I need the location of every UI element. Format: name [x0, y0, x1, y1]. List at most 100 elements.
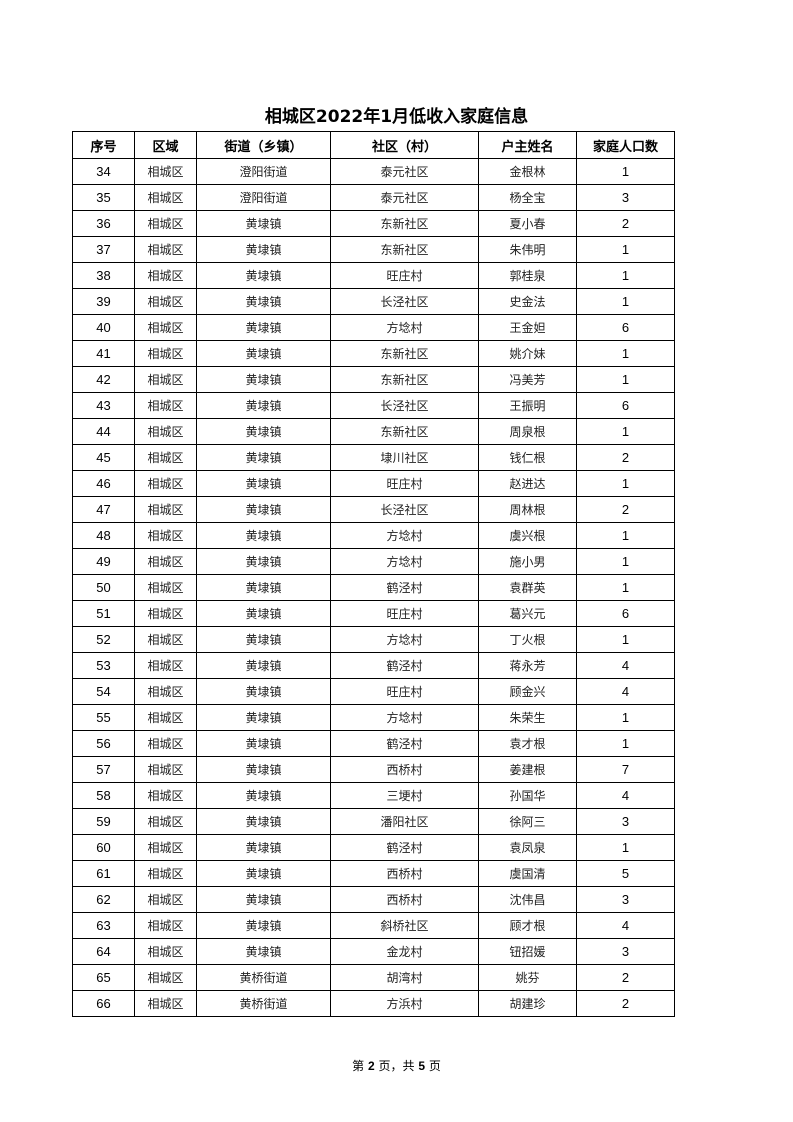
cell-district: 相城区	[134, 366, 197, 393]
cell-household-size: 4	[576, 678, 675, 705]
cell-serial-number: 49	[72, 548, 135, 575]
header-street: 街道（乡镇）	[196, 131, 331, 159]
cell-serial-number: 56	[72, 730, 135, 757]
cell-street: 黄埭镇	[196, 626, 331, 653]
cell-district: 相城区	[134, 262, 197, 289]
cell-serial-number: 63	[72, 912, 135, 939]
cell-householder-name: 姚芬	[478, 964, 577, 991]
cell-householder-name: 袁凤泉	[478, 834, 577, 861]
cell-street: 黄埭镇	[196, 340, 331, 367]
cell-household-size: 1	[576, 158, 675, 185]
cell-householder-name: 徐阿三	[478, 808, 577, 835]
table-row: 46 相城区 黄埭镇 旺庄村 赵进达 1	[72, 470, 675, 497]
cell-household-size: 5	[576, 860, 675, 887]
cell-householder-name: 郭桂泉	[478, 262, 577, 289]
cell-street: 黄埭镇	[196, 808, 331, 835]
cell-street: 黄埭镇	[196, 886, 331, 913]
cell-householder-name: 胡建珍	[478, 990, 577, 1017]
cell-street: 黄埭镇	[196, 470, 331, 497]
header-community: 社区（村）	[330, 131, 479, 159]
cell-district: 相城区	[134, 418, 197, 445]
cell-district: 相城区	[134, 288, 197, 315]
cell-community: 旺庄村	[330, 470, 479, 497]
cell-district: 相城区	[134, 964, 197, 991]
cell-household-size: 3	[576, 886, 675, 913]
cell-district: 相城区	[134, 678, 197, 705]
cell-householder-name: 姜建根	[478, 756, 577, 783]
cell-householder-name: 顾金兴	[478, 678, 577, 705]
cell-serial-number: 45	[72, 444, 135, 471]
cell-household-size: 2	[576, 210, 675, 237]
cell-community: 西桥村	[330, 756, 479, 783]
cell-serial-number: 39	[72, 288, 135, 315]
footer-page-number: 2	[367, 1059, 375, 1073]
footer-prefix: 第	[352, 1059, 365, 1073]
cell-household-size: 4	[576, 652, 675, 679]
cell-community: 泰元社区	[330, 158, 479, 185]
table-row: 56 相城区 黄埭镇 鹤泾村 袁才根 1	[72, 730, 675, 757]
cell-serial-number: 48	[72, 522, 135, 549]
table-row: 47 相城区 黄埭镇 长泾社区 周林根 2	[72, 496, 675, 523]
cell-community: 长泾社区	[330, 392, 479, 419]
cell-householder-name: 钮招媛	[478, 938, 577, 965]
cell-street: 澄阳街道	[196, 184, 331, 211]
cell-household-size: 1	[576, 626, 675, 653]
cell-community: 长泾社区	[330, 288, 479, 315]
cell-serial-number: 60	[72, 834, 135, 861]
cell-district: 相城区	[134, 444, 197, 471]
cell-serial-number: 61	[72, 860, 135, 887]
table-row: 38 相城区 黄埭镇 旺庄村 郭桂泉 1	[72, 262, 675, 289]
cell-street: 黄埭镇	[196, 444, 331, 471]
cell-household-size: 2	[576, 496, 675, 523]
cell-householder-name: 周林根	[478, 496, 577, 523]
cell-household-size: 1	[576, 834, 675, 861]
cell-householder-name: 朱荣生	[478, 704, 577, 731]
cell-community: 西桥村	[330, 886, 479, 913]
table-row: 40 相城区 黄埭镇 方埝村 王金妲 6	[72, 314, 675, 341]
cell-district: 相城区	[134, 210, 197, 237]
table-header-row: 序号 区域 街道（乡镇） 社区（村） 户主姓名 家庭人口数	[72, 131, 675, 159]
cell-community: 三埂村	[330, 782, 479, 809]
table-row: 50 相城区 黄埭镇 鹤泾村 袁群英 1	[72, 574, 675, 601]
table-row: 39 相城区 黄埭镇 长泾社区 史金法 1	[72, 288, 675, 315]
cell-householder-name: 周泉根	[478, 418, 577, 445]
cell-householder-name: 施小男	[478, 548, 577, 575]
table-row: 66 相城区 黄桥街道 方浜村 胡建珍 2	[72, 990, 675, 1017]
table-row: 42 相城区 黄埭镇 东新社区 冯美芳 1	[72, 366, 675, 393]
cell-serial-number: 37	[72, 236, 135, 263]
cell-district: 相城区	[134, 912, 197, 939]
cell-serial-number: 57	[72, 756, 135, 783]
cell-serial-number: 51	[72, 600, 135, 627]
table-row: 58 相城区 黄埭镇 三埂村 孙国华 4	[72, 782, 675, 809]
cell-community: 东新社区	[330, 210, 479, 237]
cell-street: 黄埭镇	[196, 782, 331, 809]
cell-street: 黄埭镇	[196, 262, 331, 289]
cell-household-size: 3	[576, 808, 675, 835]
cell-household-size: 1	[576, 366, 675, 393]
cell-district: 相城区	[134, 548, 197, 575]
cell-district: 相城区	[134, 392, 197, 419]
cell-district: 相城区	[134, 470, 197, 497]
cell-community: 旺庄村	[330, 600, 479, 627]
table-row: 57 相城区 黄埭镇 西桥村 姜建根 7	[72, 756, 675, 783]
cell-serial-number: 52	[72, 626, 135, 653]
cell-household-size: 2	[576, 964, 675, 991]
cell-householder-name: 冯美芳	[478, 366, 577, 393]
cell-serial-number: 58	[72, 782, 135, 809]
cell-district: 相城区	[134, 340, 197, 367]
table-row: 37 相城区 黄埭镇 东新社区 朱伟明 1	[72, 236, 675, 263]
cell-householder-name: 袁群英	[478, 574, 577, 601]
cell-community: 鹤泾村	[330, 834, 479, 861]
cell-serial-number: 38	[72, 262, 135, 289]
table-row: 35 相城区 澄阳街道 泰元社区 杨全宝 3	[72, 184, 675, 211]
cell-householder-name: 袁才根	[478, 730, 577, 757]
cell-community: 东新社区	[330, 418, 479, 445]
table-row: 65 相城区 黄桥街道 胡湾村 姚芬 2	[72, 964, 675, 991]
cell-street: 黄埭镇	[196, 756, 331, 783]
cell-household-size: 4	[576, 912, 675, 939]
cell-district: 相城区	[134, 184, 197, 211]
table-row: 61 相城区 黄埭镇 西桥村 虞国清 5	[72, 860, 675, 887]
cell-street: 黄埭镇	[196, 860, 331, 887]
cell-householder-name: 金根林	[478, 158, 577, 185]
cell-district: 相城区	[134, 600, 197, 627]
